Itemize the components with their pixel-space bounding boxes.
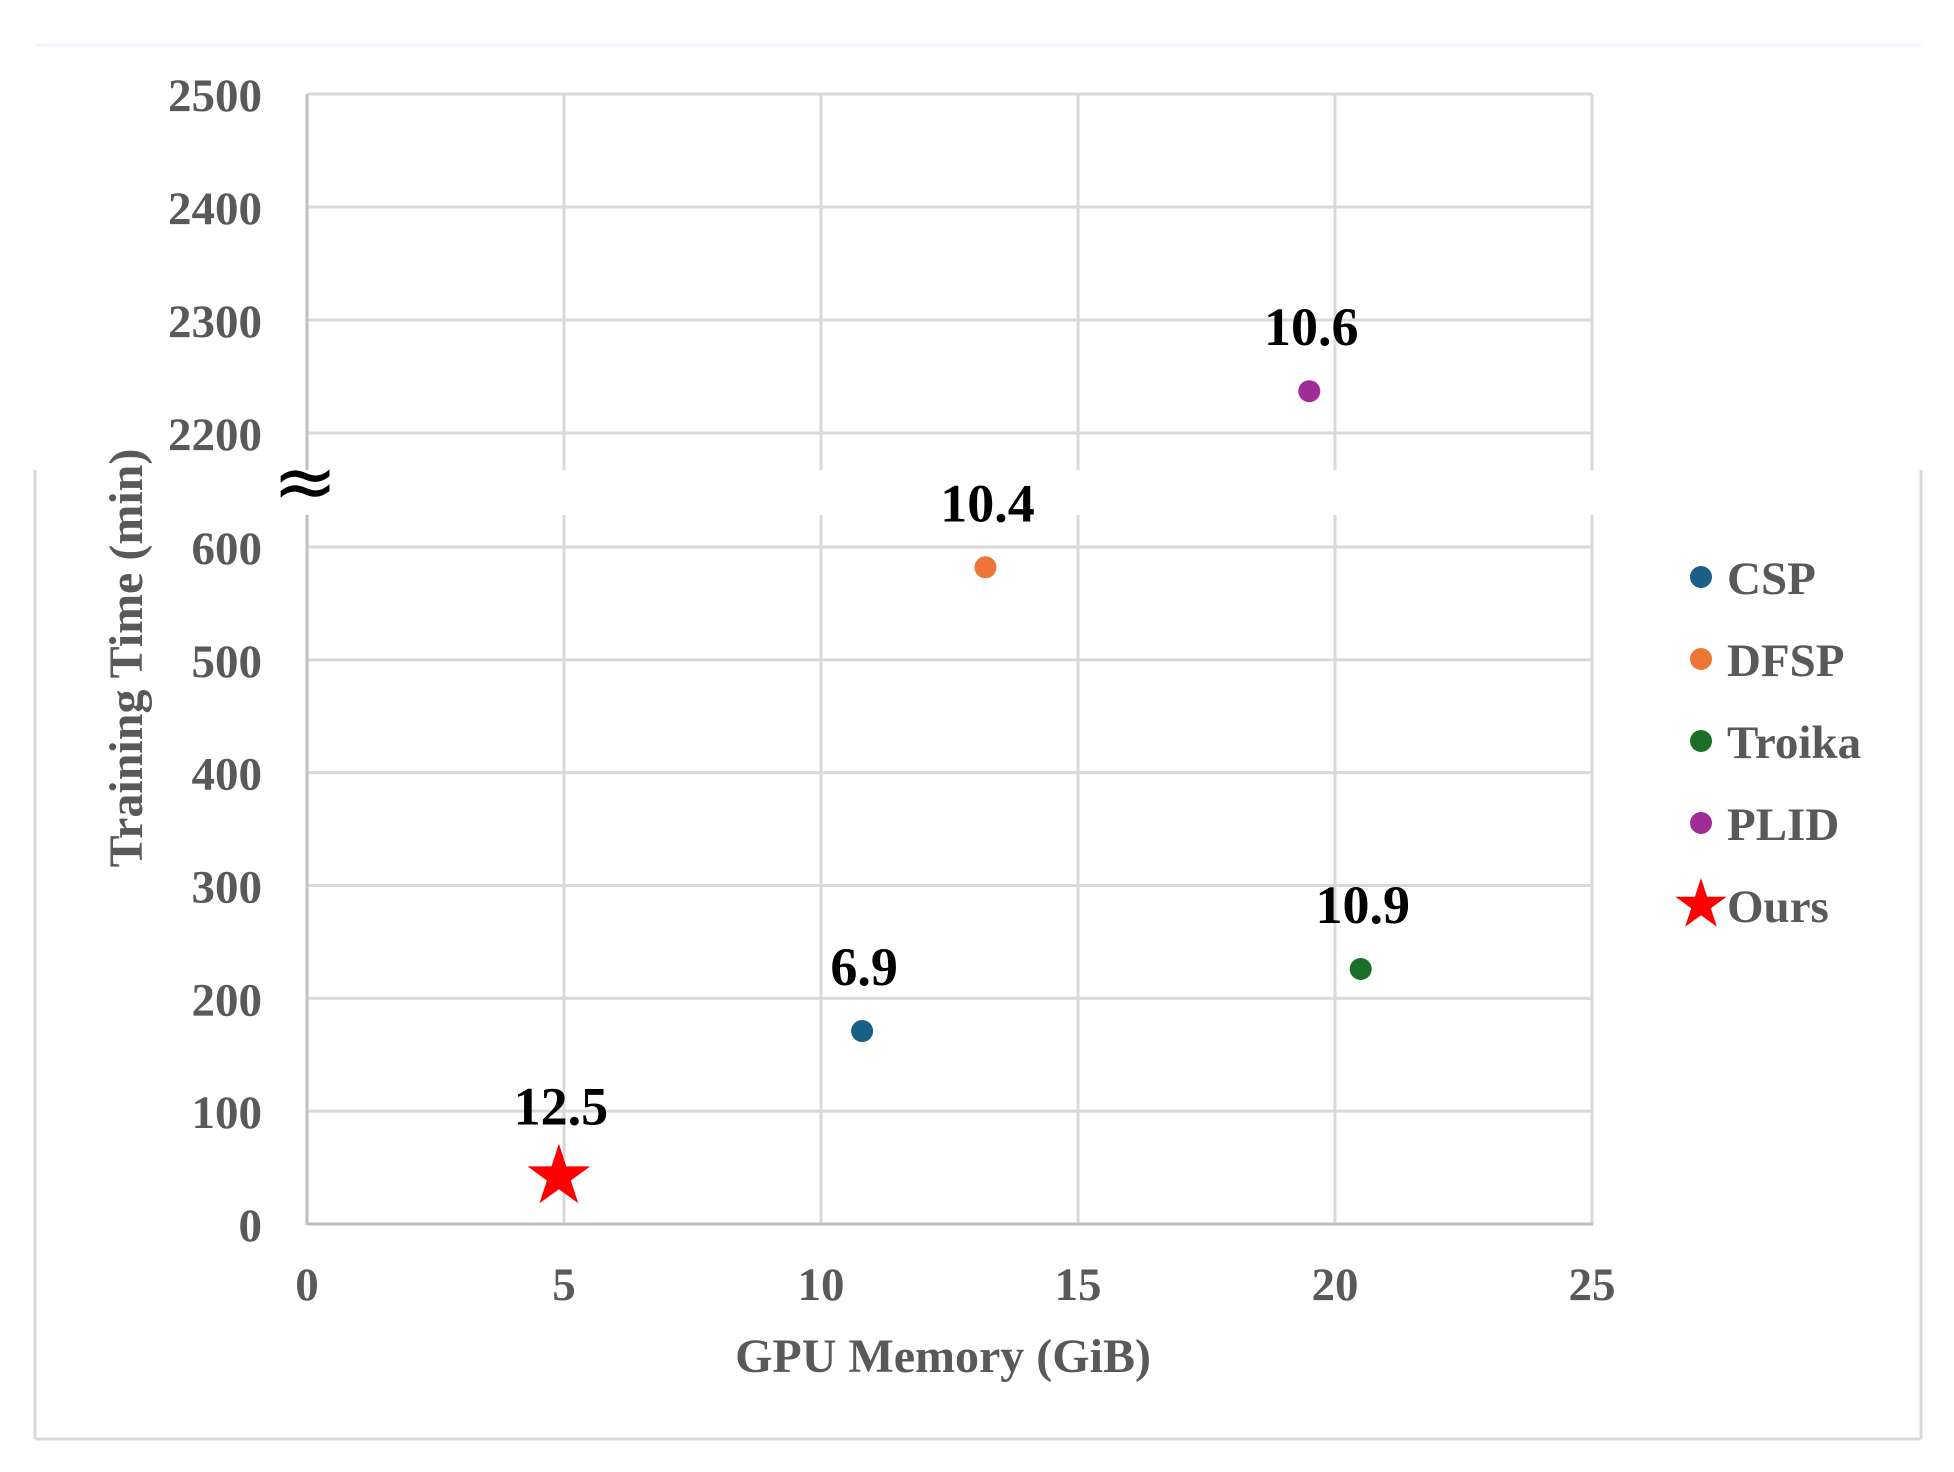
data-labels: 6.9 10.4 10.9 10.6 12.5 bbox=[514, 297, 1410, 1136]
point-ours-star-icon bbox=[527, 1143, 591, 1204]
chart-frame bbox=[33, 43, 1923, 1441]
legend-label: Ours bbox=[1727, 881, 1829, 933]
axes bbox=[305, 94, 1593, 1226]
x-tick-label: 0 bbox=[295, 1259, 319, 1311]
y-tick-label: 2500 bbox=[168, 70, 262, 122]
y-tick-label: 2300 bbox=[168, 296, 262, 348]
y-tick-label: 500 bbox=[192, 636, 263, 688]
gridlines bbox=[307, 92, 1594, 1224]
data-label-ours: 12.5 bbox=[514, 1077, 609, 1137]
axis-break-icon: ≈ bbox=[272, 437, 337, 527]
x-tick-label: 5 bbox=[552, 1259, 576, 1311]
x-tick-label: 10 bbox=[798, 1259, 845, 1311]
y-tick-label: 0 bbox=[239, 1200, 263, 1252]
y-tick-label: 200 bbox=[192, 974, 263, 1026]
legend-circle-icon bbox=[1690, 648, 1712, 670]
legend-item-dfsp: DFSP bbox=[1690, 635, 1845, 687]
legend-circle-icon bbox=[1690, 812, 1712, 834]
x-axis-title: GPU Memory (GiB) bbox=[735, 1330, 1151, 1383]
legend-circle-icon bbox=[1690, 730, 1712, 752]
y-axis-title: Training Time (min) bbox=[100, 449, 153, 868]
y-tick-label: 600 bbox=[192, 523, 263, 575]
data-label-csp: 6.9 bbox=[830, 937, 898, 997]
y-tick-label: 100 bbox=[192, 1087, 263, 1139]
point-dfsp bbox=[974, 556, 997, 579]
y-tick-labels: 2500 2400 2300 2200 600 500 400 300 200 100 0 bbox=[168, 70, 262, 1252]
x-tick-label: 25 bbox=[1569, 1259, 1616, 1311]
y-tick-label: 2200 bbox=[168, 409, 262, 461]
legend-item-csp: CSP bbox=[1690, 553, 1816, 605]
x-tick-label: 20 bbox=[1312, 1259, 1359, 1311]
legend-item-plid: PLID bbox=[1690, 799, 1839, 851]
point-csp bbox=[851, 1020, 874, 1043]
legend-item-troika: Troika bbox=[1690, 717, 1861, 769]
y-tick-label: 400 bbox=[192, 749, 263, 801]
point-troika bbox=[1349, 957, 1372, 980]
legend-item-ours: Ours bbox=[1675, 878, 1829, 933]
legend: CSP DFSP Troika PLID Ours bbox=[1675, 553, 1861, 933]
legend-label: CSP bbox=[1727, 553, 1816, 605]
legend-label: Troika bbox=[1727, 717, 1861, 769]
x-tick-labels: 0 5 10 15 20 25 bbox=[295, 1259, 1615, 1311]
point-plid bbox=[1298, 380, 1321, 403]
y-tick-label: 2400 bbox=[168, 183, 262, 235]
x-tick-label: 15 bbox=[1055, 1259, 1102, 1311]
legend-label: DFSP bbox=[1727, 635, 1845, 687]
data-label-plid: 10.6 bbox=[1264, 297, 1359, 357]
legend-circle-icon bbox=[1690, 566, 1712, 588]
legend-label: PLID bbox=[1727, 799, 1839, 851]
data-points bbox=[527, 380, 1372, 1204]
data-label-dfsp: 10.4 bbox=[940, 473, 1035, 533]
legend-star-icon bbox=[1675, 878, 1727, 927]
y-tick-label: 300 bbox=[192, 862, 263, 914]
data-label-troika: 10.9 bbox=[1315, 875, 1410, 935]
